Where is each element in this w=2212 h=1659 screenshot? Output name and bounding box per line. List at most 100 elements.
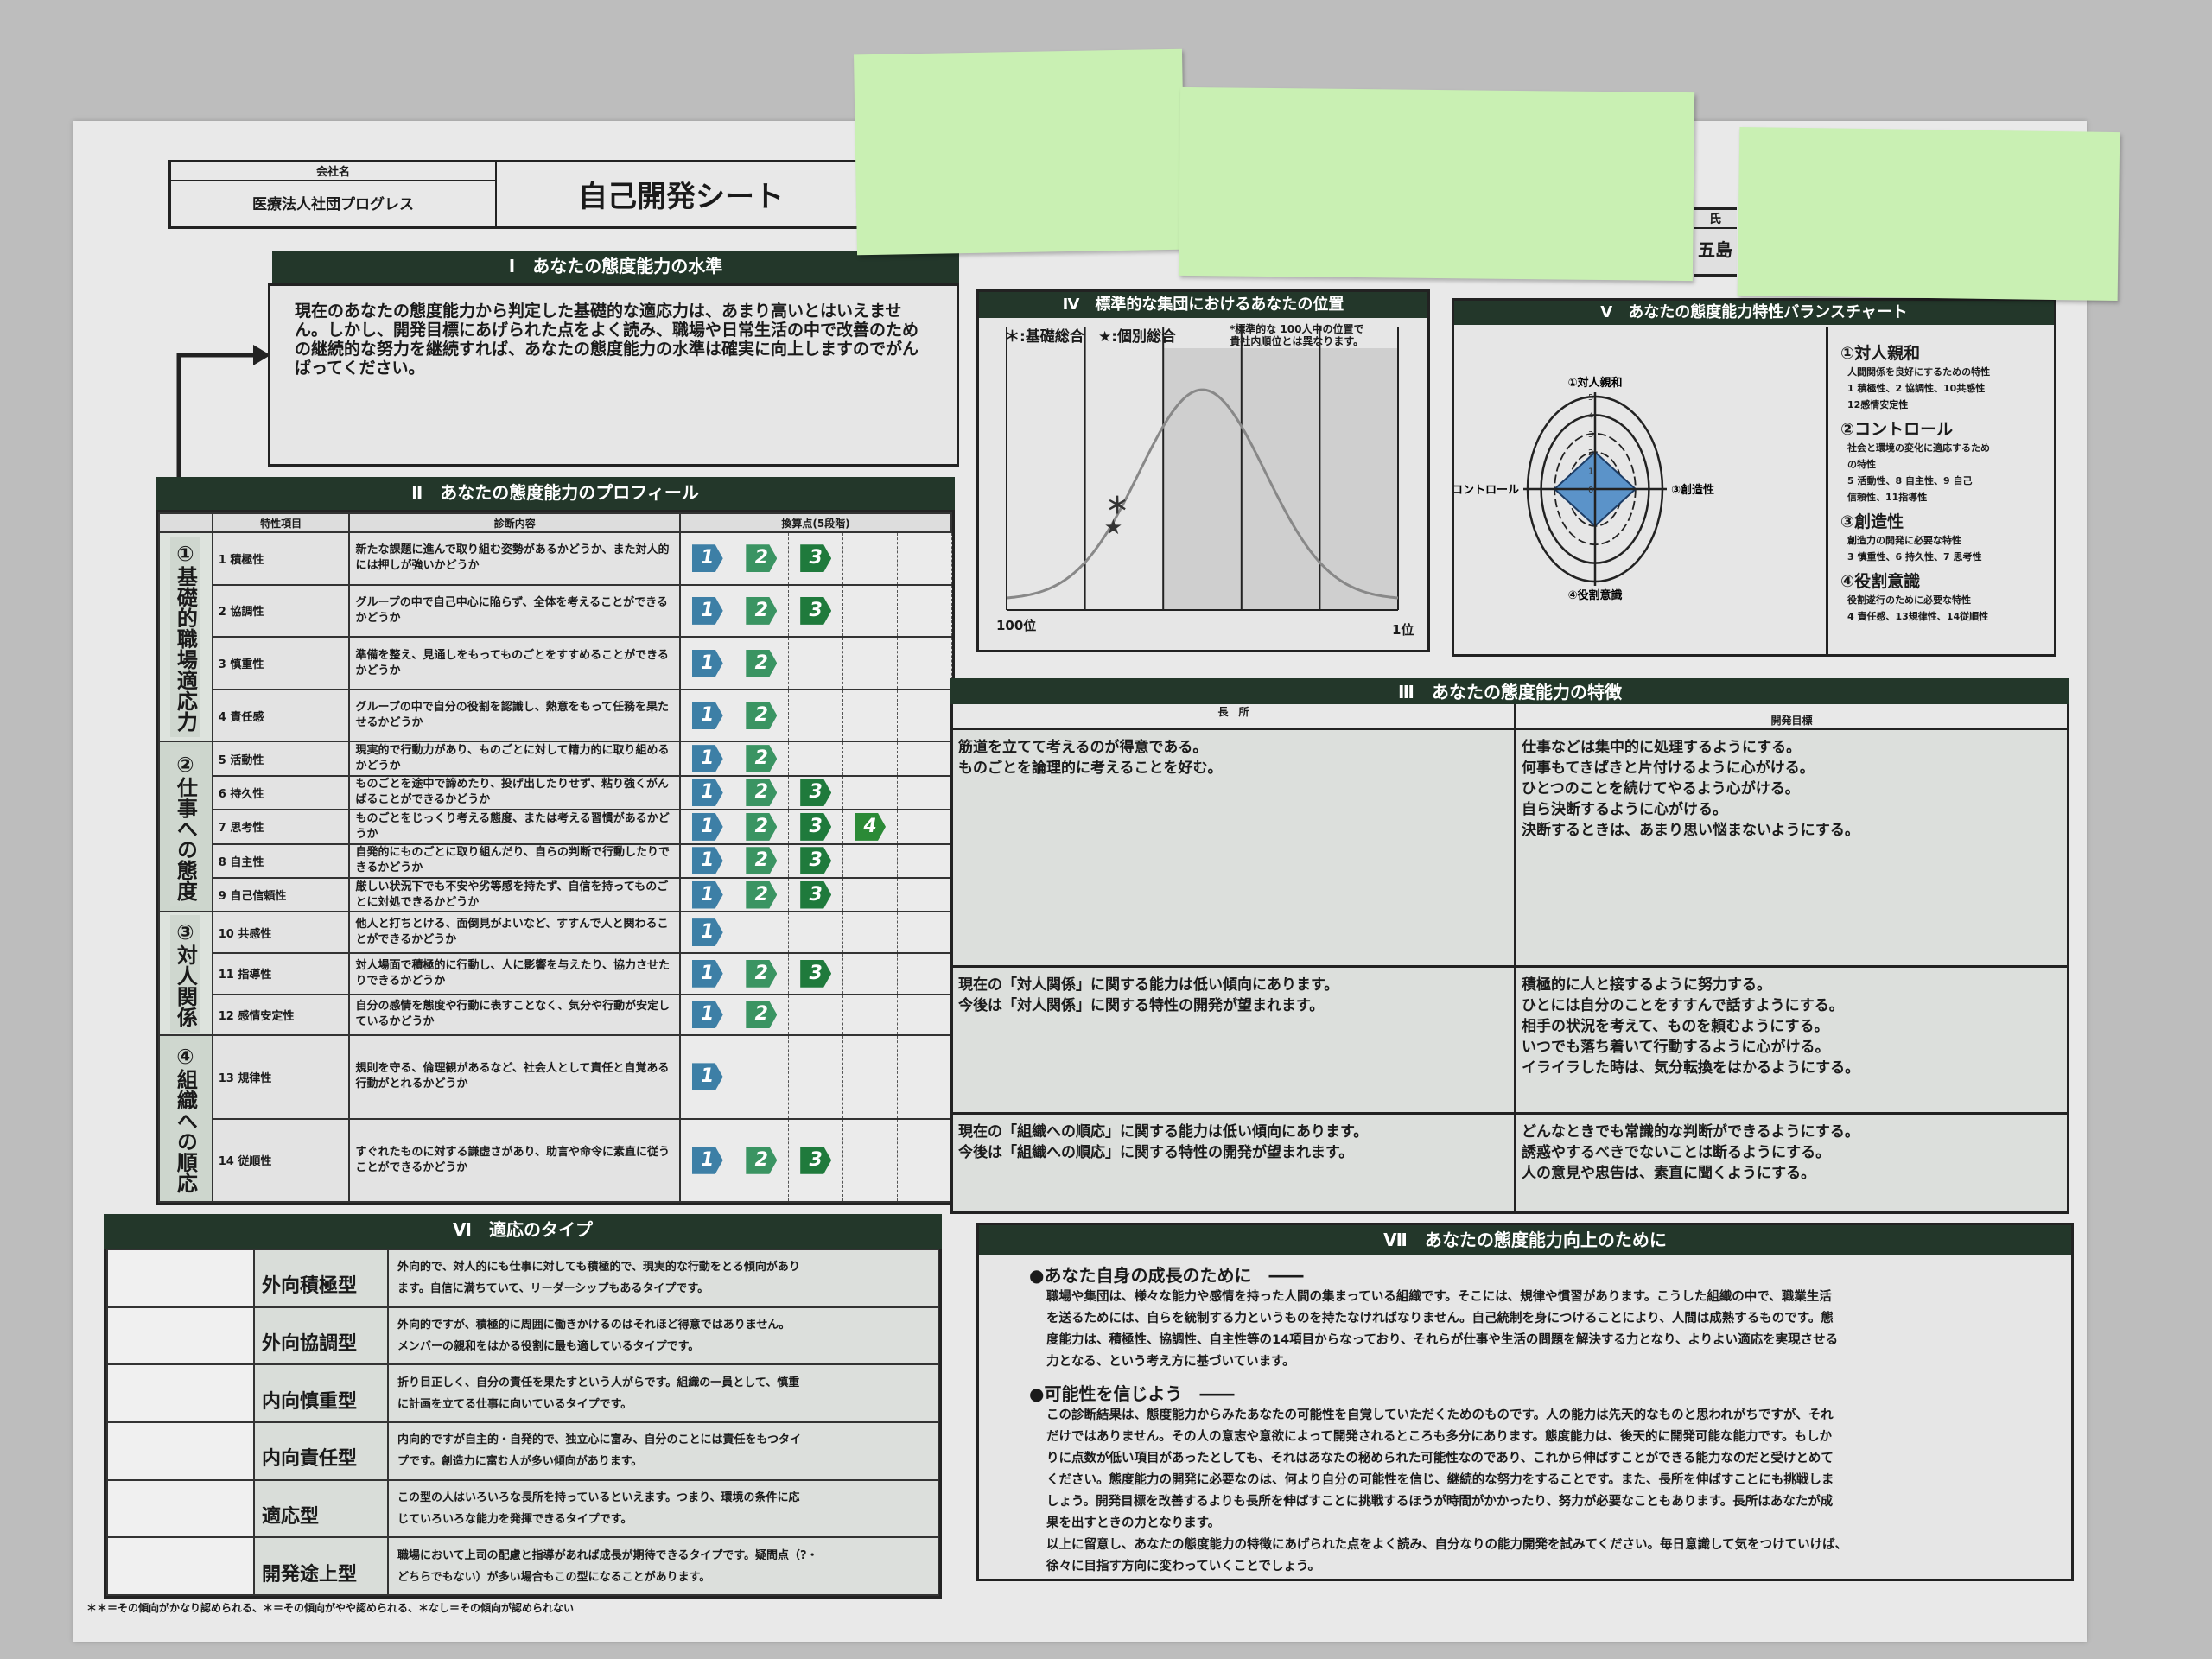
ring-label: 3 (1588, 430, 1593, 440)
score-cell: 1 (679, 842, 735, 879)
type-name: 外向協調型 (253, 1306, 389, 1366)
type-mark-cell (106, 1363, 255, 1423)
score-cell: 1 (679, 688, 735, 743)
score-badge: 2 (746, 847, 778, 875)
score-cell: 1 (679, 876, 735, 913)
legend-line: 4 責任感、13規律性、14従順性 (1847, 611, 1989, 622)
trait-name: 1 積極性 (211, 531, 351, 586)
score-cell (788, 911, 844, 954)
score-badge: 1 (691, 812, 723, 841)
score-cell: 2 (734, 842, 790, 879)
type-description: 外向的ですが、積極的に周囲に働きかけるのはそれほど得意ではありません。 メンバーの… (387, 1306, 939, 1366)
category-label: ④組織への順応 (158, 1034, 213, 1203)
score-badge: 2 (746, 544, 778, 573)
type-description-line: に計画を立てる仕事に向いているタイプです。 (397, 1397, 632, 1411)
type-description: 内向的ですが自主的・自発的で、独立心に富み、自分のことには責任をもつタイ プです。… (387, 1421, 939, 1481)
section7-heading-growth: ●あなた自身の成長のために ―― (1029, 1265, 1304, 1286)
score-badge: 1 (691, 649, 723, 677)
score-badge: 3 (800, 959, 832, 988)
trait-name: 5 活動性 (211, 741, 351, 777)
score-cell (788, 1034, 844, 1120)
score-cell: 3 (788, 951, 844, 995)
legend-basic: ＊:基礎総合 (1005, 328, 1084, 346)
company-name: 医療法人社団プログレス (252, 196, 414, 213)
score-cell: 2 (734, 583, 790, 639)
legend-line: の特性 (1847, 459, 1876, 470)
strength-cell: 現在の「組織への順応」に関する能力は低い傾向にあります。 今後は「組織への順応」に… (953, 1115, 1516, 1211)
score-badge: 2 (746, 1146, 778, 1174)
score-badge: 4 (855, 812, 887, 841)
type-description: 外向的で、対人的にも仕事に対しても積極的で、現実的な行動をとる傾向があり ます。自… (387, 1249, 939, 1308)
ring-label: 1 (1588, 467, 1593, 477)
strength-line: 現在の「対人関係」に関する能力は低い傾向にあります。 (958, 976, 1339, 994)
radar-axis-label: ③創造性 (1671, 483, 1714, 497)
profile-row: 2 協調性 グループの中で自己中心に陥らず、全体を考えることができるかどうか 1 2 3 (159, 583, 952, 639)
type-name: 外向積極型 (253, 1249, 389, 1308)
paragraph-line: を送るためには、自らを統制する力というものを持たなければなりません。自己統制を身… (1046, 1312, 1834, 1325)
balance-radar-chart: 0 1 2 3 4 5 ①対人親和 ③創造性 ④役割意識 ②コントロール (1454, 376, 1714, 602)
goal-line: 人の意見や忠告は、素直に聞くようにする。 (1522, 1165, 1816, 1182)
category-text: ①基礎的職場適応力 (170, 537, 201, 738)
trait-description: ものごとを途中で諦めたり、投げ出したりせず、粘り強くがんばることができるかどうか (348, 774, 682, 811)
goal-line: 仕事などは集中的に処理するようにする。 (1522, 739, 1802, 756)
type-name: 適応型 (253, 1478, 389, 1539)
score-badge: 2 (746, 1001, 778, 1029)
score-cell: 3 (788, 531, 844, 586)
col-strength-header: 長 所 (953, 704, 1516, 728)
legend-line: 3 慎重性、6 持久性、7 思考性 (1847, 551, 1982, 563)
type-mark-cell (106, 1536, 255, 1596)
strength-line: 筋道を立てて考えるのが得意である。 (958, 739, 1208, 756)
score-badge: 1 (691, 1001, 723, 1029)
trait-name: 2 協調性 (211, 583, 351, 639)
type-row: 開発途上型 職場において上司の配慮と指導があれば成長が期待できるタイプです。疑問点… (106, 1536, 939, 1596)
x-label-left: 100位 (996, 618, 1037, 633)
name-label: 氏 (1694, 210, 1737, 229)
goal-line: 決断するときは、あまり思い悩まないようにする。 (1522, 822, 1859, 839)
type-grid: 外向積極型 外向的で、対人的にも仕事に対しても積極的で、現実的な行動をとる傾向があ… (106, 1249, 939, 1596)
legend-line: 5 活動性、8 自主性、9 自己 (1847, 475, 1973, 486)
trait-description: 自発的にものごとに取り組んだり、自らの判断で行動したりできるかどうか (348, 842, 682, 879)
category-text: ②仕事への態度 (170, 747, 201, 906)
score-cell (896, 911, 952, 954)
score-cell (896, 583, 952, 639)
score-cell: 2 (734, 809, 790, 845)
name-value: 五島 (1698, 239, 1732, 260)
ring-label: 4 (1588, 411, 1593, 421)
score-cell: 2 (734, 876, 790, 913)
profile-row: 14 従順性 すぐれたものに対する謙虚さがあり、助言や命令に素直に従うことができる… (159, 1117, 952, 1204)
type-row: 外向協調型 外向的ですが、積極的に周囲に働きかけるのはそれほど得意ではありません。… (106, 1306, 939, 1366)
position-note-2: 貴社内順位とは異なります。 (1230, 335, 1364, 347)
score-cell: 2 (734, 774, 790, 811)
score-cell: 3 (788, 1117, 844, 1204)
profile-row: 7 思考性 ものごとをじっくり考える態度、または考える習慣があるかどうか 1 2 3 4 (159, 809, 952, 845)
x-label-right: 1位 (1392, 622, 1414, 638)
section7-title: Ⅶ あなたの態度能力向上のために (979, 1225, 2071, 1255)
score-cell (842, 842, 898, 879)
score-cell: 3 (788, 583, 844, 639)
score-cell: 3 (788, 774, 844, 811)
score-cell (896, 1034, 952, 1120)
score-badge: 2 (746, 959, 778, 988)
strength-line: 今後は「組織への順応」に関する特性の開発が望まれます。 (958, 1144, 1354, 1161)
band-shade (1241, 348, 1320, 610)
score-cell: 2 (734, 688, 790, 743)
goal-line: 何事もてきぱきと片付けるように心がける。 (1522, 760, 1815, 777)
score-cell (896, 531, 952, 586)
legend-line: 社会と環境の変化に適応するため (1847, 442, 1990, 454)
score-badge: 1 (691, 544, 723, 573)
col-item-header: 特性項目 (211, 512, 351, 533)
trait-description: 準備を整え、見通しをもってものごとをすすめることができるかどうか (348, 636, 682, 690)
sticky-note-2 (1178, 86, 1695, 282)
legend-line: 人間関係を良好にするための特性 (1847, 366, 1991, 378)
legend-line: 1 積極性、2 協調性、10共感性 (1847, 383, 1986, 394)
score-badge: 1 (691, 1063, 723, 1091)
trait-name: 8 自主性 (211, 842, 351, 879)
trait-name: 10 共感性 (211, 911, 351, 954)
score-cell: 2 (734, 741, 790, 777)
score-cell (842, 876, 898, 913)
score-cell (788, 688, 844, 743)
profile-row: 3 慎重性 準備を整え、見通しをもってものごとをすすめることができるかどうか 1 2 (159, 636, 952, 690)
score-cell (788, 636, 844, 690)
type-description: 職場において上司の配慮と指導があれば成長が期待できるタイプです。疑問点（?・ どち… (387, 1536, 939, 1596)
ring-label: 5 (1588, 393, 1593, 403)
